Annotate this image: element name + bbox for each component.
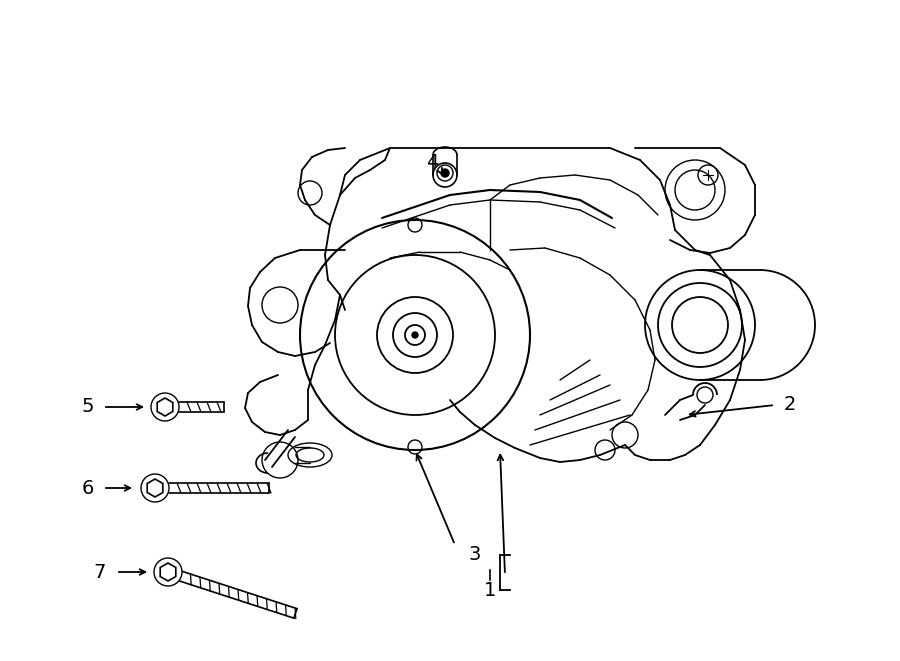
Text: 7: 7 [94, 563, 106, 582]
Text: 5: 5 [82, 397, 94, 416]
Text: 3: 3 [469, 545, 482, 564]
Circle shape [412, 332, 418, 338]
Circle shape [441, 169, 449, 177]
Text: 2: 2 [784, 395, 796, 414]
Text: 4: 4 [426, 153, 438, 171]
Text: 6: 6 [82, 479, 94, 498]
Text: 1: 1 [484, 580, 496, 600]
